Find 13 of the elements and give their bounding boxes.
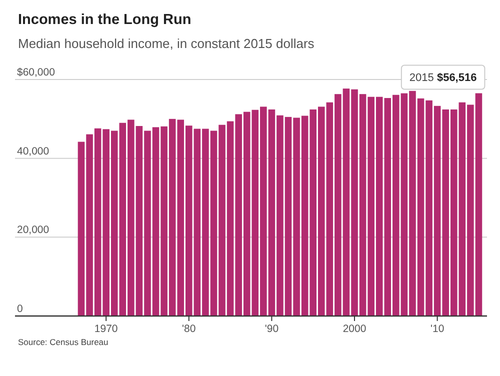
chart-subtitle: Median household income, in constant 2015 dollars (18, 36, 315, 51)
annotation: 2015 $56,516 (409, 72, 477, 84)
x-tick-label: '80 (182, 323, 196, 335)
y-tick-label: 0 (17, 303, 23, 315)
y-tick-label: 40,000 (17, 145, 50, 158)
y-tick-label: 20,000 (17, 224, 50, 236)
chart-title: Incomes in the Long Run (18, 12, 192, 28)
x-tick-label: '90 (264, 323, 279, 335)
source-note: Source: Census Bureau (18, 337, 109, 347)
x-tick-label: '10 (430, 323, 444, 335)
x-tick-label: 2000 (342, 323, 366, 335)
y-tick-label: $60,000 (17, 66, 56, 78)
x-tick-label: 1970 (94, 323, 118, 335)
